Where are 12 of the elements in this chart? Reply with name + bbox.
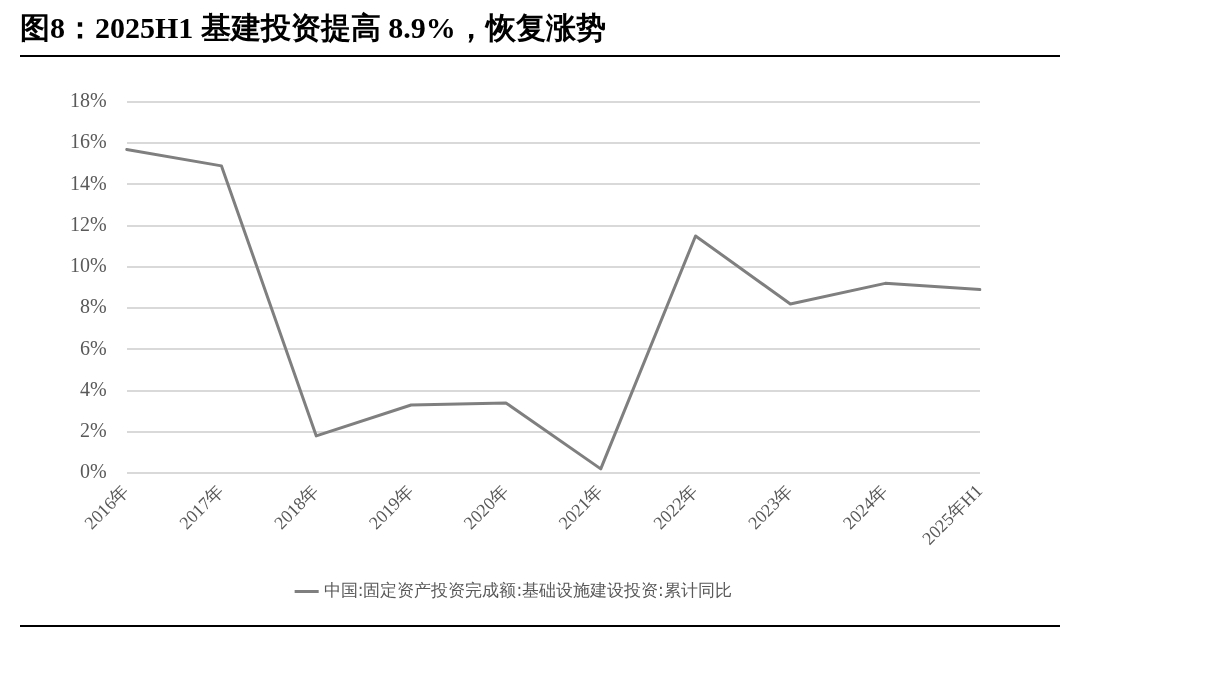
- y-tick-label: 18%: [69, 89, 107, 112]
- y-tick-label: 16%: [69, 130, 107, 153]
- chart-title: 图8：2025H1 基建投资提高 8.9%，恢复涨势: [20, 8, 1060, 57]
- y-tick-label: 4%: [79, 377, 107, 400]
- y-tick-label: 8%: [79, 295, 107, 318]
- y-tick-label: 2%: [79, 419, 107, 442]
- y-tick-label: 0%: [79, 460, 107, 483]
- y-tick-label: 14%: [69, 171, 107, 194]
- legend-label: 中国:固定资产投资完成额:基础设施建设投资:累计同比: [323, 579, 732, 600]
- y-tick-label: 10%: [69, 254, 107, 277]
- y-tick-label: 6%: [79, 336, 107, 359]
- y-tick-label: 12%: [69, 212, 107, 235]
